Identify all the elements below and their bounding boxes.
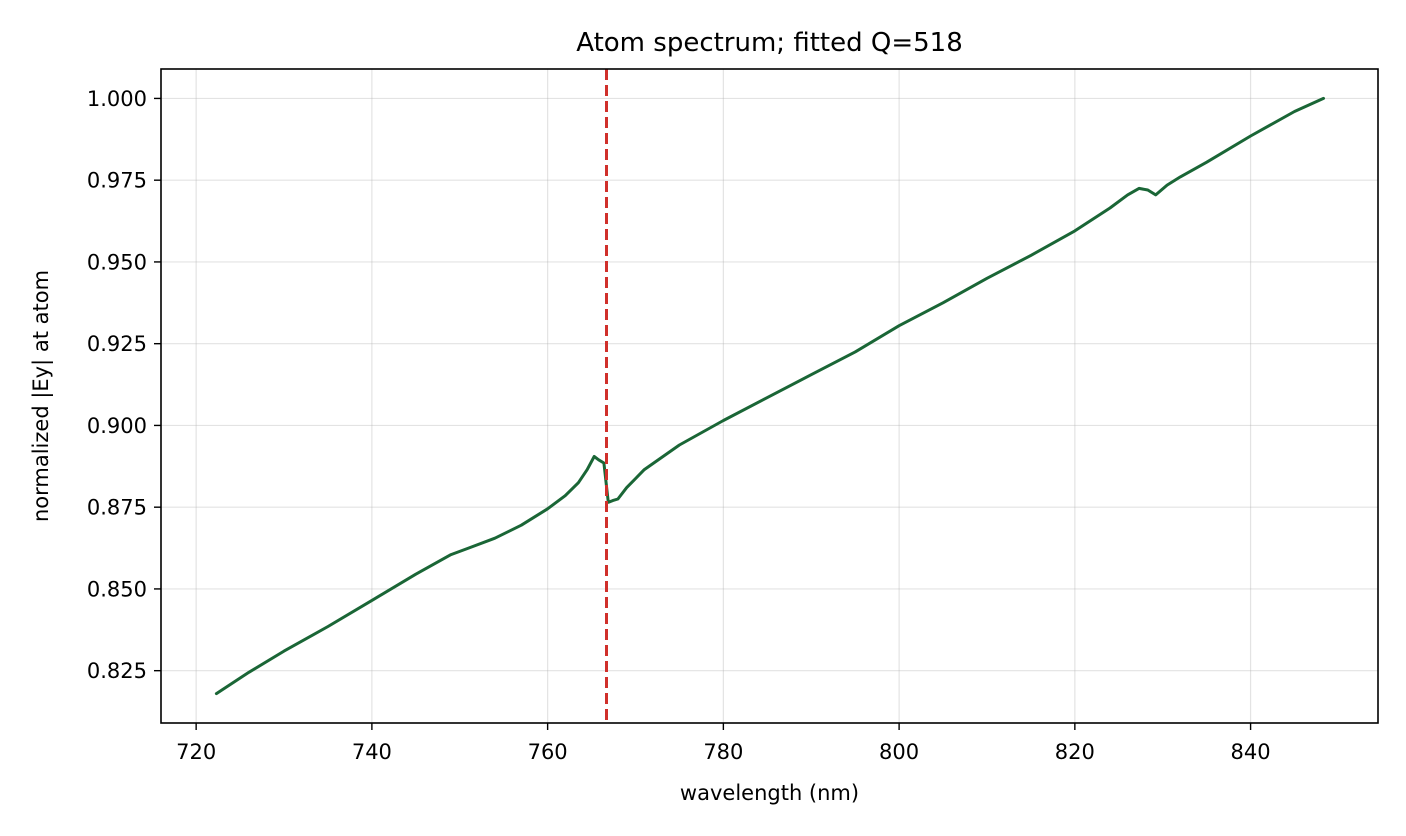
y-tick-label: 0.850 (87, 577, 147, 601)
plot-frame (160, 68, 1379, 724)
y-tick-label: 0.900 (87, 414, 147, 438)
x-tick-label: 720 (176, 740, 216, 764)
x-tick-label: 840 (1231, 740, 1271, 764)
x-tick-label: 820 (1055, 740, 1095, 764)
plot-area (214, 69, 1325, 723)
x-tick-label: 760 (528, 740, 568, 764)
series-line (214, 96, 1325, 696)
y-axis-label: normalized |Ey| at atom (29, 270, 54, 522)
y-tick-label: 0.975 (87, 169, 147, 193)
y-tick-label: 0.950 (87, 250, 147, 274)
x-tick-label: 800 (879, 740, 919, 764)
x-tick-label: 780 (703, 740, 743, 764)
chart-title: Atom spectrum; fitted Q=518 (576, 28, 962, 58)
y-tick-label: 1.000 (87, 87, 147, 111)
y-tick-label: 0.925 (87, 332, 147, 356)
x-tick-label: 740 (352, 740, 392, 764)
x-axis-label: wavelength (nm) (680, 781, 859, 805)
y-tick-label: 0.875 (87, 496, 147, 520)
y-tick-label: 0.825 (87, 659, 147, 683)
axes: 720 740 760 780 800 820 840 0.825 0.850 0.875 0.90… (87, 87, 1271, 764)
